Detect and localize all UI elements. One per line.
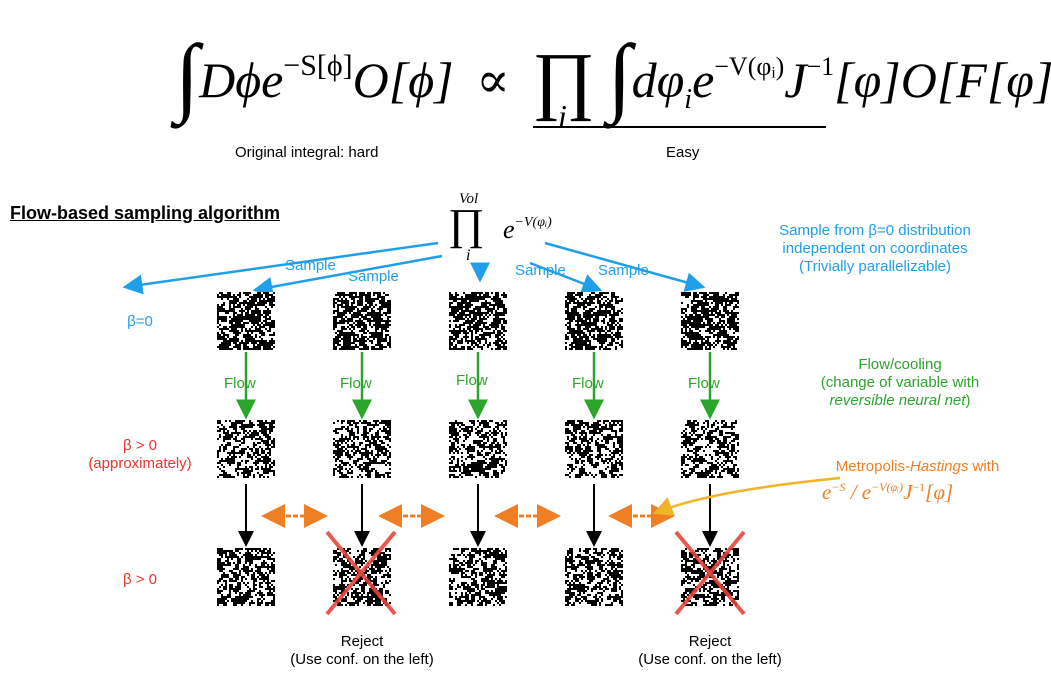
configuration-thumbnail — [449, 420, 507, 478]
rhs-tail: [φ]O[F[φ]] — [834, 52, 1051, 108]
label-hard: Original integral: hard — [235, 144, 379, 161]
mh-formula: e−S / e−V(φᵢ)J−1[φ] — [822, 480, 953, 505]
lhs-observable: O[ϕ] — [352, 52, 454, 108]
mh-formula-exp2: −V(φᵢ) — [871, 480, 904, 494]
top-product-factor: e−V(φᵢ) — [503, 215, 552, 245]
configuration-thumbnail — [217, 420, 275, 478]
reject-label-1: Reject (Use conf. on the left) — [262, 633, 462, 669]
easy-underline — [533, 126, 826, 128]
configuration-thumbnail — [565, 420, 623, 478]
rhs-e: e — [692, 52, 715, 108]
top-product-e: e — [503, 215, 515, 244]
sample-note-line2: independent on coordinates — [782, 240, 968, 257]
reject-label-1-line1: Reject — [340, 633, 384, 650]
lhs-integral-sign: ∫ — [175, 28, 200, 125]
flow-note-italic: reversible neural net — [829, 392, 966, 409]
sample-note-line3: (Trivially parallelizable) — [799, 258, 951, 275]
mh-formula-J: J — [903, 480, 913, 504]
proportional-symbol: ∝ — [476, 52, 510, 108]
configuration-thumbnail — [681, 292, 739, 350]
configuration-thumbnail — [565, 548, 623, 606]
sample-note-line1: Sample from β=0 distribution — [779, 222, 971, 239]
configuration-thumbnail — [681, 420, 739, 478]
mh-italic: Hastings — [909, 458, 969, 475]
row-label-beta-approx: β > 0 (approximately) — [50, 437, 230, 473]
rhs-d-phi: dφ — [631, 52, 685, 108]
flow-label-2: Flow — [340, 375, 372, 392]
configuration-thumbnail — [681, 548, 739, 606]
mh-formula-e1: e — [822, 480, 832, 504]
reject-label-2-line1: Reject — [688, 633, 732, 650]
rhs-jacobian: J — [784, 52, 807, 108]
row-label-beta-pos: β > 0 — [122, 571, 158, 588]
flow-label-1: Flow — [224, 375, 256, 392]
product-sign: ∏ — [532, 38, 595, 122]
mh-formula-end: [φ] — [925, 480, 954, 504]
sample-label-1: Sample — [285, 257, 336, 274]
top-product-exponent: −V(φᵢ) — [514, 215, 552, 230]
configuration-thumbnail — [333, 548, 391, 606]
rhs-sub-i: i — [684, 84, 693, 115]
row-label-beta0: β=0 — [127, 313, 153, 330]
sample-label-3: Sample — [515, 262, 566, 279]
flow-note-line3: reversible neural net) — [770, 392, 1030, 410]
row-label-beta-approx-2: (approximately) — [88, 455, 192, 472]
sample-note: Sample from β=0 distribution independent… — [710, 222, 1040, 276]
flow-label-4: Flow — [572, 375, 604, 392]
lhs-integrand: Dϕe — [199, 52, 284, 108]
section-title: Flow-based sampling algorithm — [10, 203, 281, 223]
sample-label-2: Sample — [348, 268, 399, 285]
mh-formula-Jexp: −1 — [912, 480, 926, 494]
configuration-thumbnail — [217, 292, 275, 350]
lhs-exponent: −S[ϕ] — [283, 49, 353, 82]
configuration-thumbnail — [565, 292, 623, 350]
label-easy: Easy — [666, 144, 700, 161]
configuration-thumbnail — [333, 292, 391, 350]
reject-label-2: Reject (Use conf. on the left) — [610, 633, 810, 669]
configuration-thumbnail — [333, 420, 391, 478]
flow-label-5: Flow — [688, 375, 720, 392]
reject-label-2-line2: (Use conf. on the left) — [638, 651, 782, 668]
mh-formula-exp1: −S — [831, 480, 846, 494]
flow-note: Flow/cooling (change of variable with re… — [770, 356, 1030, 410]
configuration-thumbnail — [449, 548, 507, 606]
sample-arrow-5 — [544, 241, 706, 292]
rhs-exponent: −V(φᵢ) — [714, 52, 785, 81]
mh-suffix: with — [968, 458, 1000, 475]
top-product-sign: ∏ — [448, 200, 485, 249]
configuration-thumbnail — [217, 548, 275, 606]
reject-label-1-line2: (Use conf. on the left) — [290, 651, 434, 668]
mh-prefix: Metropolis- — [835, 458, 910, 475]
mh-note: Metropolis-Hastings with — [790, 458, 1045, 476]
flow-note-line1: Flow/cooling — [858, 356, 942, 373]
sample-arrow-1 — [122, 241, 439, 295]
configuration-thumbnail — [449, 292, 507, 350]
mh-note-line1: Metropolis-Hastings with — [790, 458, 1045, 476]
flow-label-3: Flow — [456, 372, 488, 389]
top-product-upper: Vol — [459, 191, 479, 207]
product-index: i — [558, 98, 567, 134]
mh-pointer-arrow — [652, 476, 841, 516]
mh-formula-mid: / e — [845, 480, 872, 504]
top-product-lower: i — [466, 247, 471, 264]
flow-note-end: ) — [965, 392, 971, 409]
rhs-jacobian-exponent: −1 — [806, 52, 835, 81]
main-equation: ∫Dϕe−S[ϕ]O[ϕ] ∝ ∏ ∫dφie−V(φᵢ)J−1[φ]O[F[φ… — [175, 6, 1051, 160]
sample-arrow-4 — [529, 261, 603, 294]
flow-note-line2: (change of variable with — [820, 374, 980, 391]
sample-label-4: Sample — [598, 262, 649, 279]
row-label-beta-approx-1: β > 0 — [122, 437, 158, 454]
rhs-integral-sign: ∫ — [607, 28, 632, 125]
sample-arrow-2 — [252, 254, 443, 297]
